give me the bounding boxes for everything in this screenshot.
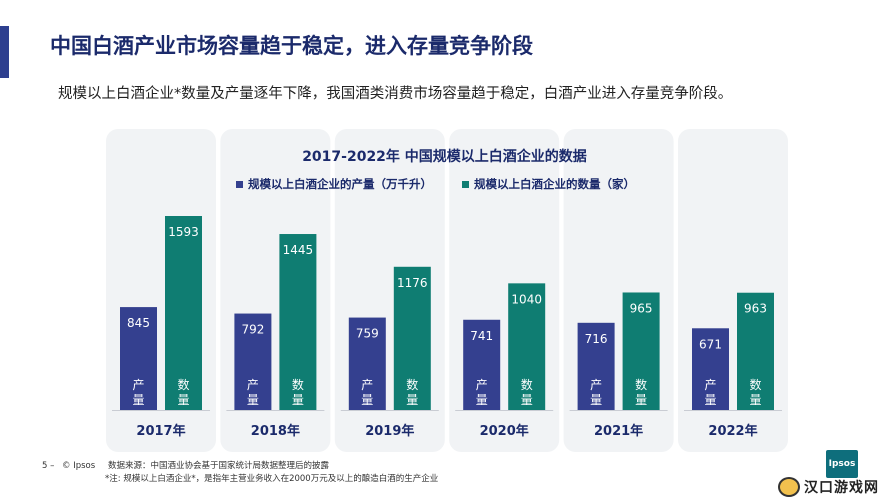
chart-legend: 规模以上白酒企业的产量（万千升） 规模以上白酒企业的数量（家） bbox=[236, 176, 635, 192]
copyright: © Ipsos bbox=[62, 461, 96, 471]
bar-production bbox=[577, 322, 615, 410]
bar-value-label: 965 bbox=[630, 301, 653, 315]
bar-series-label: 产量 bbox=[361, 378, 373, 407]
ipsos-logo: Ipsos bbox=[826, 450, 858, 478]
legend-swatch-count bbox=[462, 180, 469, 188]
chart-title: 2017-2022年 中国规模以上白酒企业的数据 bbox=[302, 149, 587, 165]
page-title: 中国白酒产业市场容量趋于稳定，进入存量竞争阶段 bbox=[50, 34, 533, 58]
bar-value-label: 1040 bbox=[511, 292, 542, 306]
bar-series-label: 数量 bbox=[292, 377, 304, 407]
bar-count bbox=[165, 216, 202, 410]
legend-swatch-production bbox=[236, 180, 243, 188]
page-subtitle: 规模以上白酒企业*数量及产量逐年下降，我国酒类消费市场容量趋于稳定，白酒产业进入… bbox=[58, 86, 733, 102]
bar-series-label: 产量 bbox=[704, 378, 716, 407]
legend-item-count: 规模以上白酒企业的数量（家） bbox=[462, 176, 635, 192]
bar-value-label: 1445 bbox=[283, 243, 314, 257]
bar-value-label: 716 bbox=[585, 332, 608, 346]
bar-value-label: 1593 bbox=[168, 225, 199, 239]
bar-production bbox=[348, 317, 386, 410]
bar-production bbox=[692, 328, 729, 410]
bar-value-label: 1176 bbox=[397, 276, 428, 290]
bar-series-label: 产量 bbox=[476, 378, 488, 407]
title-accent-bar bbox=[0, 26, 9, 78]
bar-count bbox=[622, 292, 660, 410]
bar-count bbox=[279, 234, 317, 410]
bar-series-label: 数量 bbox=[749, 377, 761, 407]
x-tick-label: 2022年 bbox=[708, 423, 757, 439]
bar-production bbox=[120, 307, 157, 410]
watermark-text: 汉口游戏网 bbox=[804, 480, 879, 496]
bar-series-label: 产量 bbox=[247, 378, 259, 407]
bar-count bbox=[737, 292, 774, 410]
bar-count bbox=[393, 266, 431, 410]
bar-series-label: 产量 bbox=[132, 378, 144, 407]
x-tick-label: 2021年 bbox=[594, 423, 643, 439]
bar-series-label: 产量 bbox=[590, 378, 602, 407]
watermark: 汉口游戏网 bbox=[778, 476, 884, 498]
bar-value-label: 963 bbox=[744, 302, 767, 316]
legend-item-production: 规模以上白酒企业的产量（万千升） bbox=[236, 176, 432, 192]
bar-production bbox=[463, 319, 501, 410]
bar-value-label: 671 bbox=[699, 337, 722, 351]
bar-series-label: 数量 bbox=[406, 377, 418, 407]
x-tick-label: 2019年 bbox=[365, 423, 414, 439]
bar-production bbox=[234, 313, 272, 410]
legend-label-count: 规模以上白酒企业的数量（家） bbox=[474, 177, 635, 191]
bar-value-label: 792 bbox=[241, 323, 264, 337]
page-number: 5 – bbox=[42, 461, 55, 471]
bar-value-label: 741 bbox=[470, 329, 493, 343]
footnote: *注: 规模以上白酒企业*，是指年主营业务收入在2000万元及以上的酿造白酒的生… bbox=[105, 474, 439, 484]
legend-label-production: 规模以上白酒企业的产量（万千升） bbox=[248, 177, 432, 191]
footer: 5 – © Ipsos 数据来源：中国酒业协会基于国家统计局数据整理后的披露 *注:… bbox=[42, 460, 438, 486]
x-tick-label: 2018年 bbox=[251, 423, 300, 439]
x-tick-label: 2017年 bbox=[136, 423, 185, 439]
watermark-mascot-icon bbox=[778, 477, 800, 497]
bar-value-label: 845 bbox=[127, 316, 150, 330]
bar-series-label: 数量 bbox=[177, 377, 189, 407]
bar-count bbox=[508, 283, 546, 410]
data-source: 数据来源：中国酒业协会基于国家统计局数据整理后的披露 bbox=[108, 461, 330, 471]
bar-series-label: 数量 bbox=[635, 377, 647, 407]
bar-series-label: 数量 bbox=[521, 377, 533, 407]
x-tick-label: 2020年 bbox=[480, 423, 529, 439]
bar-value-label: 759 bbox=[356, 327, 379, 341]
